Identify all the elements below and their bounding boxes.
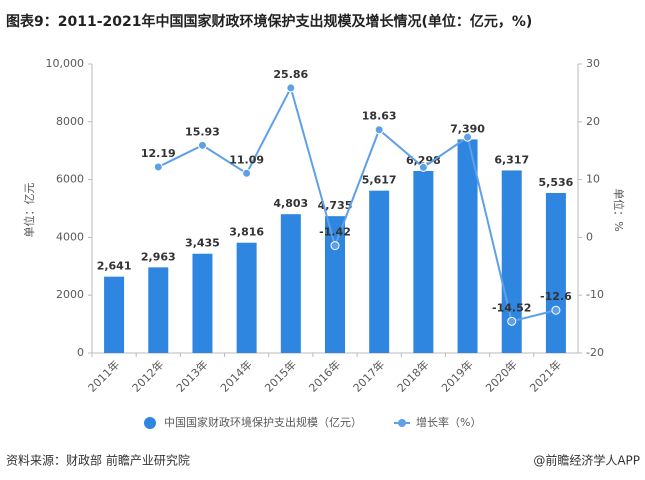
bar (369, 190, 390, 353)
x-tick-label: 2013年 (173, 357, 210, 394)
data-label: 18.63 (362, 110, 397, 123)
x-tick-label: 2020年 (482, 357, 519, 394)
bar (280, 214, 301, 353)
bar (104, 276, 125, 353)
y2-tick-label: 30 (586, 57, 600, 70)
data-label: 6,298 (406, 154, 441, 167)
line (157, 85, 557, 323)
point (463, 132, 473, 142)
y-axis-label: 单位：亿元 (22, 183, 36, 238)
data-label: 7,390 (450, 122, 485, 135)
x-tick-label: 2015年 (262, 357, 299, 394)
y-tick-label: 4000 (56, 230, 84, 243)
x-tick-label: 2019年 (438, 357, 475, 394)
y2-tick-label: 20 (586, 115, 600, 128)
y2-tick-label: -20 (586, 346, 604, 359)
data-label: 5,536 (539, 176, 574, 189)
bar (501, 170, 522, 353)
x-tick-label: 2018年 (394, 357, 431, 394)
source: 资料来源：财政部 前瞻产业研究院 (6, 453, 190, 468)
point (507, 316, 517, 326)
y2-axis-label: 单位：% (612, 188, 626, 231)
bar (148, 267, 169, 353)
bar (413, 170, 434, 353)
x-tick-label: 2017年 (350, 357, 387, 394)
y2-tick-label: 0 (586, 230, 593, 243)
y-tick-label: 0 (77, 346, 84, 359)
x-tick-label: 2021年 (527, 357, 564, 394)
point (330, 241, 340, 251)
data-label: 12.19 (141, 147, 176, 160)
y-tick-label: 2000 (56, 288, 84, 301)
bar (457, 139, 478, 353)
data-label: 3,435 (185, 237, 220, 250)
data-label: 11.09 (229, 153, 264, 166)
x-tick-label: 2014年 (217, 357, 254, 394)
point (286, 83, 296, 93)
point (551, 305, 561, 315)
point (418, 162, 428, 172)
data-label: 25.86 (273, 68, 308, 81)
data-label: 3,816 (229, 226, 264, 239)
credit: @前瞻经济学人APP (533, 453, 640, 468)
point (153, 162, 163, 172)
data-label: -1.42 (319, 226, 351, 239)
y2-tick-label: 10 (586, 173, 600, 186)
bar (545, 193, 566, 353)
legend-label: 中国国家财政环境保护支出规模（亿元） (164, 415, 362, 429)
bar (236, 242, 257, 353)
x-tick-label: 2012年 (129, 357, 166, 394)
y2-tick-label: -10 (586, 288, 604, 301)
y-tick-label: 10,000 (46, 57, 85, 70)
data-label: 4,735 (318, 199, 353, 212)
data-label: -14.52 (492, 301, 531, 314)
bar (192, 253, 213, 353)
legend-marker (398, 419, 406, 427)
bar (325, 216, 345, 353)
data-label: 15.93 (185, 125, 220, 138)
y-tick-label: 8000 (56, 115, 84, 128)
legend-label: 增长率（%） (416, 415, 481, 429)
x-tick-label: 2016年 (306, 357, 343, 394)
point (242, 168, 252, 178)
x-tick-label: 2011年 (85, 357, 122, 394)
data-label: -12.6 (540, 290, 572, 303)
chart-title: 图表9：2011-2021年中国国家财政环境保护支出规模及增长情况(单位：亿元，… (6, 13, 532, 30)
data-label: 6,317 (494, 153, 529, 166)
point (374, 125, 384, 135)
data-label: 5,617 (362, 174, 397, 187)
data-label: 2,641 (97, 260, 132, 273)
y-tick-label: 6000 (56, 173, 84, 186)
point (197, 140, 207, 150)
data-label: 2,963 (141, 250, 176, 263)
data-label: 4,803 (273, 197, 308, 210)
legend-marker (144, 417, 156, 429)
